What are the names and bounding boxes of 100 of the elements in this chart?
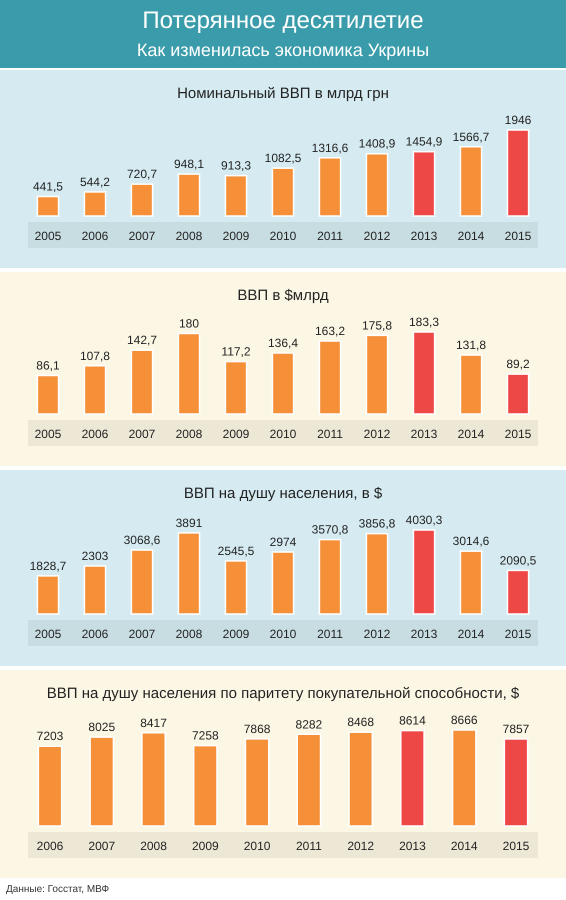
data-label: 131,8 <box>456 338 486 352</box>
text: Данные: Госстат, МВФ <box>6 884 110 895</box>
x-tick-label: 2006 <box>82 229 109 243</box>
data-label: 7203 <box>36 729 64 744</box>
bar <box>84 191 106 217</box>
bar <box>89 736 114 827</box>
bar <box>460 146 482 217</box>
bar <box>296 734 322 827</box>
bar <box>412 331 436 415</box>
data-label: 136,4 <box>268 336 298 350</box>
bar <box>412 529 436 615</box>
bar <box>272 167 294 217</box>
x-tick-label: 2014 <box>458 427 485 441</box>
bar <box>318 538 342 615</box>
bar <box>130 183 154 217</box>
data-label: 8666 <box>450 713 478 727</box>
data-label: 1566,7 <box>452 130 490 144</box>
x-tick-label: 2011 <box>296 839 322 853</box>
bar <box>412 150 436 217</box>
bar <box>272 352 294 415</box>
x-tick-label: 2007 <box>128 627 156 641</box>
x-tick-label: 2015 <box>504 229 532 243</box>
x-tick-label: 2010 <box>244 839 271 853</box>
x-tick-label: 2008 <box>140 839 168 853</box>
data-label: 2974 <box>270 535 297 550</box>
bar <box>192 744 218 827</box>
x-tick-label: 2015 <box>504 427 532 441</box>
data-label: 89,2 <box>506 357 530 372</box>
data-label: 8417 <box>140 716 168 730</box>
bar <box>318 340 342 415</box>
bar <box>130 549 154 615</box>
data-label: 142,7 <box>126 333 158 348</box>
x-tick-label: 2005 <box>34 627 62 641</box>
data-label: 1408,9 <box>358 136 396 151</box>
data-label: 7857 <box>502 722 530 736</box>
x-tick-label: 2013 <box>410 627 438 641</box>
bar <box>224 174 248 217</box>
data-label: 86,1 <box>36 358 60 372</box>
x-tick-label: 2011 <box>317 627 344 641</box>
bar <box>452 729 477 827</box>
x-tick-label: 2012 <box>347 839 374 853</box>
data-label: 1828,7 <box>30 558 67 573</box>
x-tick-label: 2015 <box>504 627 532 641</box>
data-label: 913,3 <box>220 158 252 173</box>
x-tick-label: 2014 <box>450 839 478 853</box>
x-tick-label: 2013 <box>410 427 438 441</box>
bar <box>130 349 154 415</box>
data-label: 720,7 <box>126 167 158 182</box>
data-label: 3856,8 <box>358 516 396 531</box>
bar <box>84 365 106 415</box>
x-tick-label: 2010 <box>270 627 297 641</box>
bar <box>272 551 294 615</box>
x-tick-label: 2009 <box>222 627 250 641</box>
x-tick-label: 2012 <box>364 229 391 243</box>
data-label: 3014,6 <box>452 534 490 548</box>
data-label: 948,1 <box>174 157 204 172</box>
chart-title: ВВП на душу населения по паритету покупательной способности, $ <box>46 685 520 702</box>
bar <box>36 575 60 615</box>
data-label: 1082,5 <box>264 151 302 166</box>
bar <box>178 173 200 217</box>
data-label: 8025 <box>88 720 116 734</box>
bar <box>366 152 388 217</box>
data-label: 7258 <box>192 728 220 743</box>
bar <box>224 560 248 615</box>
x-tick-label: 2013 <box>410 229 438 243</box>
x-tick-label: 2012 <box>364 627 391 641</box>
chart-title: ВВП в $млрд <box>237 287 329 304</box>
x-tick-label: 2009 <box>222 229 250 243</box>
bar <box>506 129 530 217</box>
data-label: 163,2 <box>314 324 346 338</box>
x-tick-label: 2012 <box>364 427 391 441</box>
text: Потерянное десятилетие <box>142 7 424 34</box>
data-label: 117,2 <box>221 344 251 359</box>
x-tick-label: 2007 <box>128 427 156 441</box>
x-tick-label: 2014 <box>458 229 485 243</box>
x-tick-label: 2007 <box>88 839 116 853</box>
bar <box>178 332 200 415</box>
bar <box>244 738 270 827</box>
bar <box>366 532 388 615</box>
data-label: 2545,5 <box>218 544 255 558</box>
data-label: 8468 <box>347 715 374 730</box>
data-label: 3570,8 <box>312 522 349 537</box>
x-tick-label: 2014 <box>458 627 485 641</box>
chart-title: ВВП на душу населения, в $ <box>184 485 383 502</box>
bar <box>460 354 482 415</box>
data-label: 180 <box>178 316 200 330</box>
x-tick-label: 2013 <box>399 839 426 853</box>
x-tick-label: 2008 <box>176 229 203 243</box>
x-tick-label: 2009 <box>192 839 220 853</box>
x-tick-label: 2008 <box>176 427 203 441</box>
x-tick-label: 2009 <box>222 427 250 441</box>
data-label: 8614 <box>399 714 426 728</box>
data-label: 175,8 <box>362 318 392 332</box>
data-label: 8282 <box>296 717 323 732</box>
bar <box>84 565 106 615</box>
data-label: 7868 <box>244 722 271 736</box>
data-label: 183,3 <box>409 315 440 329</box>
bar <box>366 334 388 415</box>
bar <box>506 373 530 415</box>
data-label: 3891 <box>176 516 203 530</box>
